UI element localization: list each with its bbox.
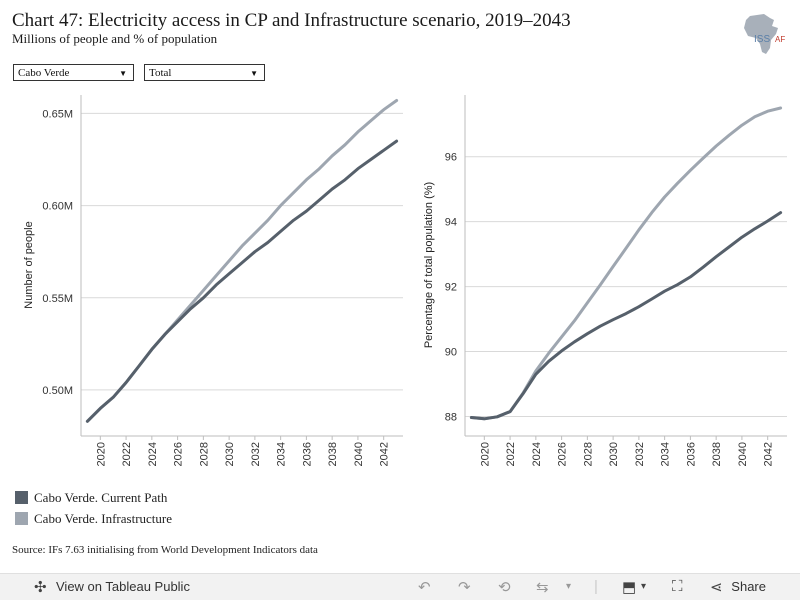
x-tick-label: 2020	[95, 442, 107, 466]
x-tick-label: 2024	[531, 442, 543, 466]
series-line-current-path	[85, 139, 399, 423]
x-tick-label: 2042	[763, 442, 775, 466]
share-icon[interactable]: ⋖	[710, 579, 723, 596]
y-tick-label: 0.55M	[42, 293, 73, 305]
iss-africa-logo: ISS AF	[738, 12, 788, 56]
legend-label: Cabo Verde. Infrastructure	[34, 511, 173, 526]
country-dropdown[interactable]: Cabo Verde ▼	[13, 64, 134, 81]
legend-swatch	[15, 512, 28, 525]
y-tick-label: 90	[445, 347, 457, 359]
x-tick-label: 2026	[173, 442, 185, 466]
x-tick-label: 2022	[505, 442, 517, 466]
type-dropdown[interactable]: Total ▼	[144, 64, 265, 81]
download-icon[interactable]: ⬒	[622, 579, 637, 596]
y-tick-label: 88	[445, 412, 457, 424]
x-tick-label: 2022	[121, 442, 133, 466]
y-axis-title: Percentage of total population (%)	[423, 182, 435, 348]
legend-swatch	[15, 491, 28, 504]
logo-text-suffix: AF	[775, 35, 785, 44]
legend-item-infrastructure[interactable]: Cabo Verde. Infrastructure	[15, 511, 172, 527]
country-dropdown-value: Cabo Verde	[18, 67, 70, 79]
x-tick-label: 2020	[479, 442, 491, 466]
view-on-tableau-link[interactable]: View on Tableau Public	[56, 579, 190, 594]
x-tick-label: 2040	[353, 442, 365, 466]
x-tick-label: 2036	[301, 442, 313, 466]
undo-icon[interactable]: ↶	[418, 579, 431, 596]
revert-icon[interactable]: ⟲	[498, 579, 511, 596]
legend-item-current-path[interactable]: Cabo Verde. Current Path	[15, 490, 167, 506]
source-note: Source: IFs 7.63 initialising from World…	[12, 544, 318, 556]
x-tick-label: 2030	[224, 442, 236, 466]
tableau-footer: ✣ View on Tableau Public ↶ ↷ ⟲ ⇆ ▾ | ⬒ ▾…	[0, 573, 800, 600]
x-tick-label: 2038	[327, 442, 339, 466]
series-line-current-path	[469, 211, 783, 421]
x-tick-label: 2028	[198, 442, 210, 466]
y-tick-label: 92	[445, 282, 457, 294]
y-axis-title: Number of people	[23, 221, 35, 308]
x-tick-label: 2042	[379, 442, 391, 466]
x-tick-label: 2026	[557, 442, 569, 466]
download-dropdown-icon[interactable]: ▾	[641, 581, 647, 592]
y-tick-label: 94	[445, 217, 457, 229]
x-tick-label: 2032	[250, 442, 262, 466]
x-tick-label: 2024	[147, 442, 159, 466]
x-tick-label: 2030	[608, 442, 620, 466]
x-tick-label: 2038	[711, 442, 723, 466]
refresh-icon[interactable]: ⇆	[536, 579, 549, 596]
type-dropdown-value: Total	[149, 67, 172, 79]
series-line-infrastructure	[469, 106, 783, 421]
x-tick-label: 2034	[660, 442, 672, 466]
charts-area: 0.50M 0.55M 0.60M 0.65M 2020 2022 2024 2026 2028…	[23, 95, 787, 466]
chart-title: Chart 47: Electricity access in CP and I…	[12, 10, 571, 31]
fullscreen-icon[interactable]: ⛶	[672, 578, 683, 595]
x-tick-label: 2028	[582, 442, 594, 466]
x-tick-label: 2032	[634, 442, 646, 466]
x-tick-label: 2036	[685, 442, 697, 466]
y-tick-label: 0.60M	[42, 201, 73, 213]
dropdown-arrow-icon: ▼	[119, 69, 127, 78]
logo-text: ISS	[754, 34, 770, 45]
dropdown-arrow-icon: ▼	[250, 69, 258, 78]
toolbar-divider: |	[594, 578, 598, 595]
x-tick-label: 2040	[737, 442, 749, 466]
y-tick-label: 96	[445, 152, 457, 164]
redo-icon[interactable]: ↷	[458, 579, 471, 596]
refresh-dropdown-icon[interactable]: ▾	[566, 581, 572, 592]
chart-subtitle: Millions of people and % of population	[12, 31, 218, 46]
africa-map-icon: ISS AF	[744, 14, 785, 54]
share-button[interactable]: Share	[731, 579, 766, 594]
tableau-logo-icon: ✣	[34, 579, 47, 596]
legend-label: Cabo Verde. Current Path	[34, 490, 168, 505]
y-tick-label: 0.50M	[42, 385, 73, 397]
y-tick-label: 0.65M	[42, 108, 73, 120]
x-tick-label: 2034	[276, 442, 288, 466]
